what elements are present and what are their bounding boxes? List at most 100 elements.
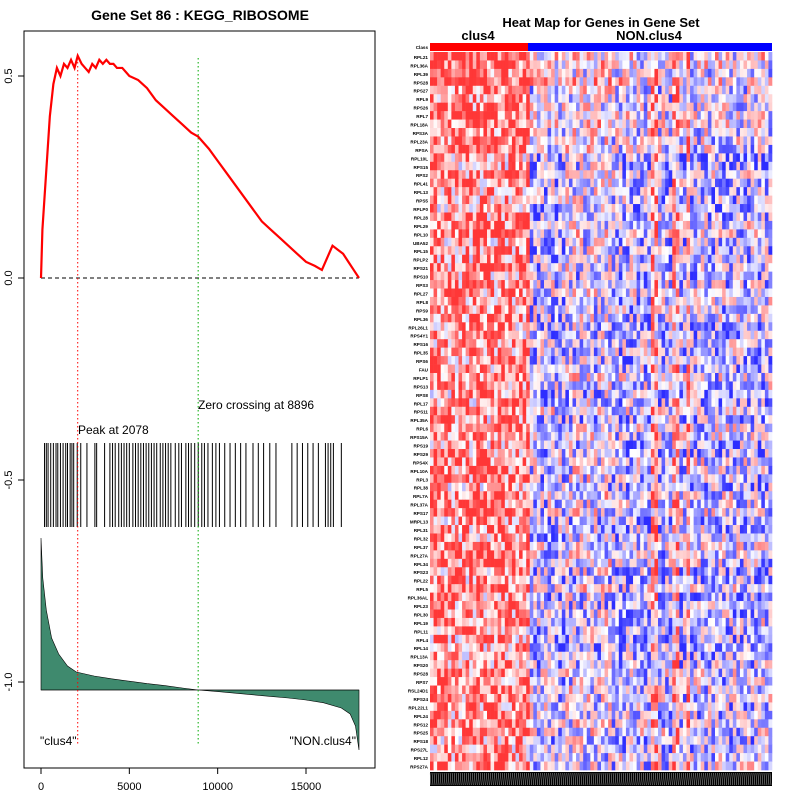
heatmap-cell (693, 85, 698, 95)
heatmap-cell (722, 128, 726, 137)
heatmap-cell (711, 432, 716, 441)
heatmap-cell (668, 347, 673, 357)
heatmap-cell (697, 128, 702, 137)
heatmap-cell (454, 111, 459, 120)
heatmap-cell (547, 465, 552, 475)
heatmap-cell (615, 136, 620, 146)
heatmap-cell (690, 94, 694, 103)
heatmap-cell (597, 364, 602, 374)
heatmap-cell (458, 364, 463, 374)
heatmap-cell (636, 347, 641, 357)
heatmap-cell (454, 313, 459, 323)
heatmap-cell (540, 406, 545, 416)
heatmap-cell (544, 212, 548, 222)
heatmap-cell (437, 364, 441, 374)
heatmap-cell (718, 144, 723, 154)
heatmap-cell (668, 389, 673, 399)
heatmap-cell (693, 313, 698, 323)
heatmap-cell (700, 254, 705, 264)
heatmap-cell (551, 449, 555, 458)
heatmap-cell (561, 195, 566, 205)
heatmap-cell (440, 465, 445, 475)
heatmap-cell (715, 449, 719, 458)
heatmap-cell (707, 440, 712, 450)
heatmap-cell (526, 356, 531, 365)
heatmap-cell (497, 406, 502, 416)
heatmap-cell (515, 347, 520, 357)
heatmap-cell (750, 187, 755, 196)
heatmap-cell (476, 144, 481, 154)
heatmap-cell (601, 271, 605, 281)
heatmap-cell (536, 153, 541, 163)
heatmap-cell (490, 77, 495, 87)
heatmap-cell (750, 313, 755, 323)
heatmap-cell (529, 128, 534, 137)
heatmap-cell (615, 94, 620, 103)
heatmap-cell (711, 77, 716, 87)
heatmap-cell (508, 457, 513, 467)
heatmap-cell (576, 220, 580, 230)
heatmap-cell (643, 111, 648, 120)
heatmap-cell (722, 195, 726, 205)
heatmap-cell (672, 372, 677, 382)
heatmap-cell (529, 237, 534, 247)
heatmap-cell (476, 280, 481, 289)
heatmap-cell (725, 85, 730, 95)
heatmap-cell (593, 178, 598, 188)
heatmap-cell (458, 449, 463, 458)
heatmap-cell (536, 128, 541, 137)
heatmap-cell (761, 305, 766, 315)
heatmap-cell (754, 254, 759, 264)
heatmap-cell (604, 457, 609, 467)
heatmap-cell (554, 128, 559, 137)
heatmap-cell (511, 254, 516, 264)
heatmap-cell (430, 271, 434, 281)
heatmap-cell (679, 432, 684, 441)
heatmap-cell (465, 212, 470, 222)
heatmap-cell (508, 220, 513, 230)
heatmap-cell (451, 85, 456, 95)
heatmap-cell (487, 339, 491, 348)
heatmap-cell (501, 170, 506, 180)
heatmap-cell (715, 229, 719, 239)
heatmap-cell (519, 449, 523, 458)
heatmap-cell (729, 296, 734, 306)
heatmap-cell (697, 313, 702, 323)
heatmap-cell (515, 60, 520, 70)
heatmap-cell (540, 212, 545, 222)
heatmap-cell (601, 280, 605, 289)
heatmap-cell (722, 204, 726, 213)
heatmap-cell (764, 313, 769, 323)
heatmap-cell (732, 372, 737, 382)
heatmap-cell (568, 313, 573, 323)
heatmap-cell (747, 339, 751, 348)
heatmap-cell (604, 111, 609, 120)
heatmap-cell (650, 254, 655, 264)
heatmap-cell (658, 170, 662, 180)
heatmap-cell (697, 415, 702, 424)
heatmap-cell (597, 271, 602, 281)
heatmap-cell (590, 356, 595, 365)
heatmap-cell (565, 406, 570, 416)
heatmap-cell (661, 237, 666, 247)
heatmap-cell (711, 440, 716, 450)
heatmap-cell (593, 398, 598, 408)
heatmap-cell (490, 406, 495, 416)
heatmap-cell (469, 415, 474, 424)
heatmap-cell (522, 178, 527, 188)
heatmap-cell (743, 465, 748, 475)
heatmap-cell (625, 364, 630, 374)
heatmap-cell (497, 280, 502, 289)
heatmap-cell (529, 60, 534, 70)
heatmap-cell (682, 322, 687, 332)
heatmap-cell (558, 60, 563, 70)
heatmap-cell (437, 381, 441, 391)
heatmap-cell (458, 465, 463, 475)
heatmap-cell (636, 305, 641, 315)
heatmap-cell (544, 288, 548, 298)
heatmap-cell (672, 237, 677, 247)
heatmap-cell (743, 415, 748, 424)
heatmap-cell (529, 322, 534, 332)
heatmap-cell (540, 170, 545, 180)
heatmap-cell (768, 144, 773, 154)
